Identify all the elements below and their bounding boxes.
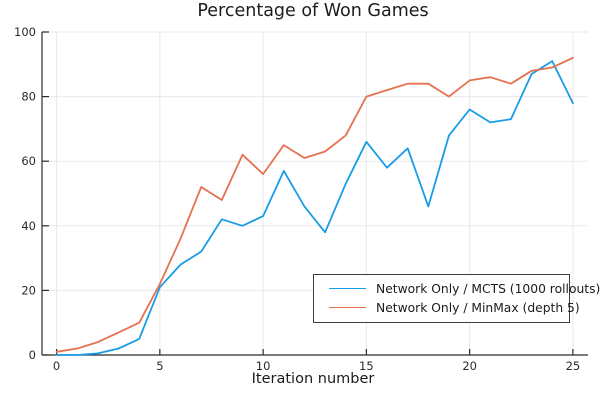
x-tick-label: 5 — [156, 359, 163, 373]
y-tick-label: 60 — [21, 154, 36, 168]
y-tick-label: 0 — [29, 348, 36, 362]
x-tick-label: 20 — [462, 359, 477, 373]
legend-item-mcts: Network Only / MCTS (1000 rollouts) — [314, 279, 600, 298]
legend-label-mcts: Network Only / MCTS (1000 rollouts) — [376, 281, 600, 296]
legend-line-swatch-mcts — [329, 288, 366, 289]
legend-line-swatch-minmax — [329, 307, 366, 308]
x-tick-label: 10 — [256, 359, 271, 373]
x-tick-label: 25 — [566, 359, 581, 373]
tick-labels: 0 5 10 15 20 25 0 20 40 60 80 100 — [14, 25, 580, 373]
axes — [41, 31, 588, 356]
x-tick-label: 15 — [359, 359, 374, 373]
y-tick-label: 20 — [21, 283, 36, 297]
legend-label-minmax: Network Only / MinMax (depth 5) — [376, 300, 580, 315]
x-axis-label: Iteration number — [251, 371, 375, 387]
x-tick-label: 0 — [53, 359, 60, 373]
y-tick-label: 100 — [14, 25, 36, 39]
chart-title: Percentage of Won Games — [197, 1, 429, 21]
legend: Network Only / MCTS (1000 rollouts) Netw… — [313, 274, 600, 323]
series-line-1 — [55, 56, 574, 353]
y-tick-label: 40 — [21, 219, 36, 233]
series-line-0 — [55, 60, 574, 356]
y-tick-label: 80 — [21, 90, 36, 104]
legend-item-minmax: Network Only / MinMax (depth 5) — [314, 298, 580, 317]
